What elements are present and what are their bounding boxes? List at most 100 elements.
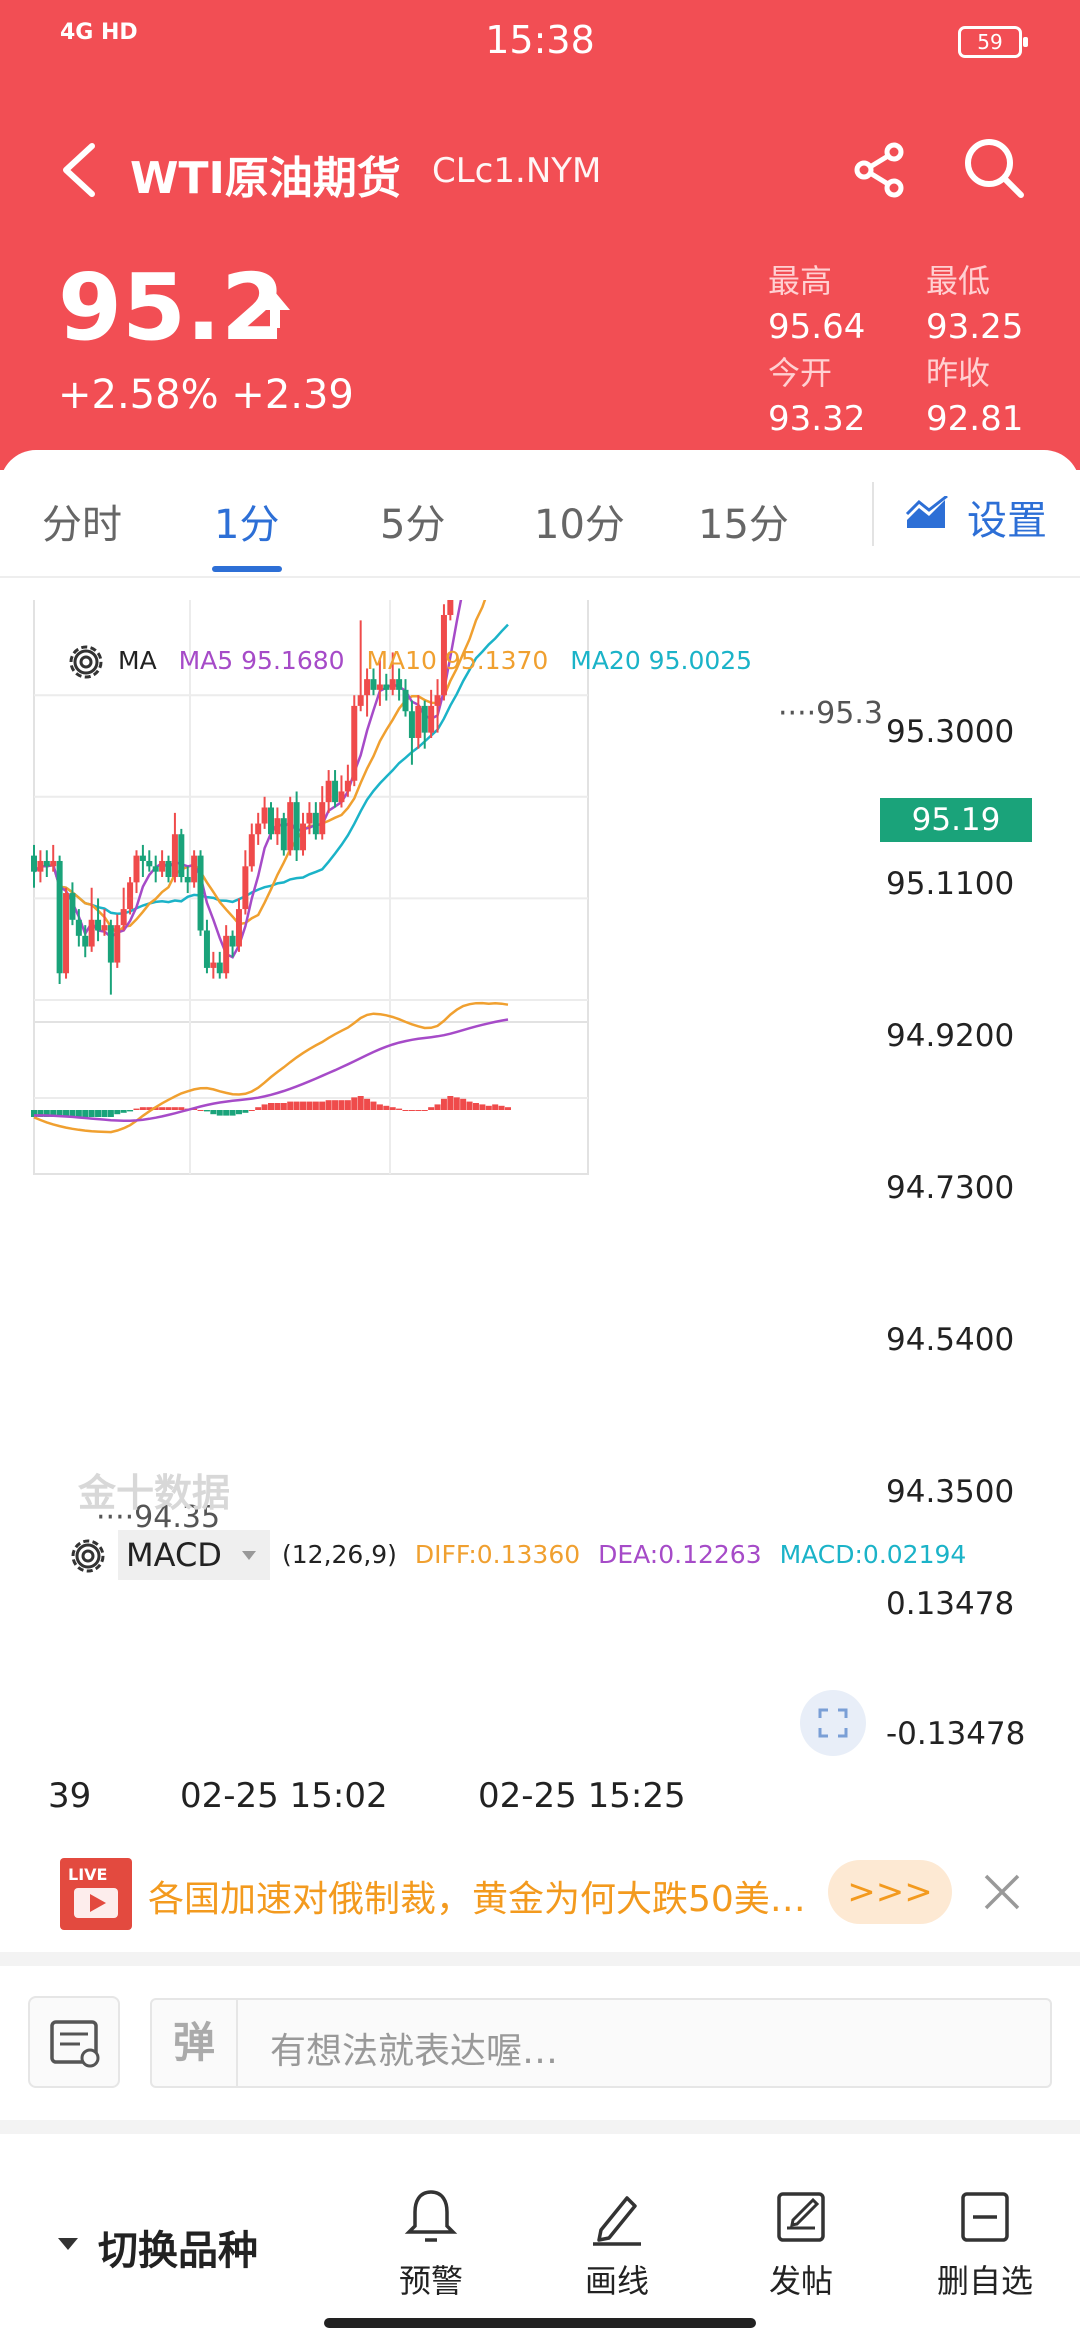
ma10-value: MA10 95.1370 — [366, 646, 549, 675]
macd-bar — [69, 1110, 76, 1117]
candle-body — [159, 860, 166, 872]
comment-list-button[interactable] — [28, 1996, 120, 2088]
macd-bar — [107, 1110, 114, 1117]
macd-value: MACD:0.02194 — [779, 1540, 967, 1569]
indicator-dropdown[interactable]: MACD — [118, 1530, 270, 1580]
news-headline[interactable]: 各国加速对俄制裁，黄金为何大跌50美… — [148, 1879, 806, 1920]
macd-bar — [293, 1101, 300, 1110]
macd-bar — [235, 1110, 242, 1115]
candle-body — [434, 695, 441, 706]
candle-body — [171, 834, 178, 878]
switch-instrument-button[interactable]: 切换品种 — [58, 2218, 258, 2276]
candle-body — [287, 802, 294, 851]
low-label: 最低 — [926, 262, 991, 300]
close-icon[interactable] — [980, 1870, 1024, 1914]
macd-bar — [485, 1105, 492, 1110]
battery-icon: 59 — [958, 26, 1028, 58]
pen-icon — [593, 2196, 641, 2246]
candle-body — [191, 855, 198, 883]
tab-5min[interactable]: 5分 — [380, 502, 446, 548]
macd-bar — [146, 1107, 153, 1110]
back-arrow-icon[interactable] — [56, 140, 100, 200]
x-tick: 02-25 15:25 — [478, 1776, 686, 1816]
remove-watchlist-button[interactable]: 删自选 — [930, 2186, 1040, 2316]
macd-bar — [492, 1104, 499, 1110]
candle-body — [332, 780, 339, 803]
y-tick: 95.1100 — [886, 866, 1015, 902]
news-more-button[interactable]: >>> — [828, 1860, 952, 1924]
macd-bar — [261, 1104, 268, 1110]
y-tick: 94.5400 — [886, 1322, 1015, 1358]
alert-button[interactable]: 预警 — [376, 2186, 486, 2316]
quote-header: 4G HD 15:38 59 WTI原油期货 CLc1.NYM 95.2 +2.… — [0, 0, 1080, 470]
macd-diff-line — [33, 1001, 509, 1134]
candle-body — [31, 855, 37, 872]
candle-body — [325, 780, 332, 803]
high-value: 95.64 — [768, 307, 866, 347]
svg-text:LIVE: LIVE — [68, 1865, 107, 1884]
candle-body — [447, 600, 454, 615]
post-label: 发帖 — [768, 2262, 833, 2300]
search-icon[interactable] — [962, 136, 1026, 200]
candlestick-chart[interactable] — [0, 600, 1080, 1780]
instrument-code: CLc1.NYM — [432, 151, 602, 191]
comment-list-icon — [50, 2020, 100, 2068]
price-change: +2.58% +2.39 — [58, 372, 354, 418]
high-marker-label: ····95.3 — [778, 696, 883, 731]
share-icon[interactable] — [850, 140, 910, 200]
macd-bar — [95, 1110, 102, 1117]
macd-bar — [210, 1110, 217, 1115]
ma-settings-gear-icon[interactable] — [64, 640, 108, 684]
candle-body — [261, 807, 268, 824]
candle-body — [152, 866, 159, 872]
candle-body — [428, 705, 435, 733]
ma20-value: MA20 95.0025 — [570, 646, 753, 675]
candle-body — [107, 925, 114, 963]
macd-bar — [338, 1100, 345, 1110]
candle-body — [114, 925, 121, 963]
macd-bar — [274, 1103, 281, 1110]
candle-body — [69, 893, 76, 920]
macd-dea: DEA:0.12263 — [598, 1540, 762, 1569]
tab-1min[interactable]: 1分 — [214, 502, 280, 548]
candle-body — [75, 919, 82, 936]
fullscreen-icon — [818, 1708, 848, 1738]
tab-15min[interactable]: 15分 — [698, 502, 789, 548]
macd-bar — [63, 1110, 70, 1117]
macd-bar — [75, 1110, 82, 1117]
candle-body — [178, 834, 185, 878]
candle-body — [383, 684, 390, 690]
low-value: 93.25 — [926, 307, 1024, 347]
candle-body — [56, 860, 63, 974]
current-price-tag: 95.19 — [880, 798, 1032, 842]
tab-timeshare[interactable]: 分时 — [42, 502, 122, 548]
news-banner[interactable]: LIVE 各国加速对俄制裁，黄金为何大跌50美… >>> — [0, 1840, 1080, 1950]
danmaku-toggle[interactable]: 弹 — [152, 2000, 238, 2086]
ma-label: MA — [118, 646, 157, 675]
settings-label: 设置 — [967, 498, 1047, 544]
macd-settings-gear-icon[interactable] — [66, 1534, 110, 1578]
candle-body — [306, 812, 313, 824]
macd-bar — [50, 1110, 57, 1117]
macd-diff: DIFF:0.13360 — [414, 1540, 581, 1569]
macd-bar — [287, 1101, 294, 1110]
candle-body — [229, 935, 236, 947]
candle-body — [146, 860, 153, 867]
macd-bar — [344, 1100, 351, 1110]
expand-chart-button[interactable] — [800, 1690, 866, 1756]
macd-bar — [479, 1104, 486, 1110]
remove-watchlist-label: 删自选 — [936, 2262, 1033, 2300]
instrument-title: WTI原油期货 — [130, 153, 401, 204]
macd-bar — [268, 1103, 274, 1110]
stats-col-2: 最低 93.25 昨收 92.81 — [926, 258, 1023, 442]
macd-bar — [120, 1110, 127, 1113]
candle-body — [274, 818, 281, 835]
macd-bar — [88, 1110, 95, 1117]
active-tab-indicator — [212, 566, 282, 572]
comment-input[interactable]: 弹 有想法就表达喔… — [150, 1998, 1052, 2088]
macd-bar — [300, 1101, 307, 1110]
candle-body — [408, 711, 415, 738]
post-button[interactable]: 发帖 — [746, 2186, 856, 2316]
draw-line-button[interactable]: 画线 — [562, 2186, 672, 2316]
tab-10min[interactable]: 10分 — [534, 502, 625, 548]
